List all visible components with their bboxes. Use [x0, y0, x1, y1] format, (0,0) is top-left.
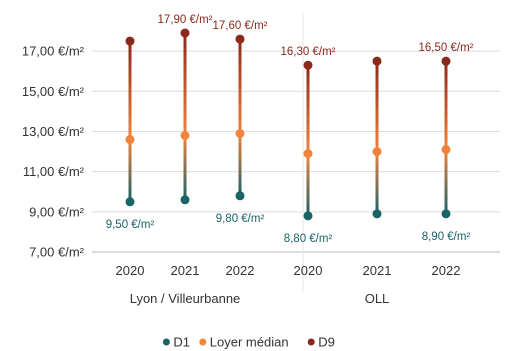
y-tick-label: 9,00 €/m² [29, 204, 85, 219]
group-label: OLL [365, 291, 390, 306]
d9-point [372, 56, 382, 66]
d1-point [303, 211, 313, 221]
range-lines [128, 33, 448, 216]
d1-point [125, 197, 135, 207]
x-tick-label: 2020 [116, 263, 145, 278]
d9-data-label: 16,50 €/m² [419, 42, 474, 54]
d1-data-label: 8,90 €/m² [422, 231, 471, 243]
d9-point [441, 56, 451, 66]
legend-label-median: Loyer médian [210, 335, 289, 350]
y-tick-label: 7,00 €/m² [29, 245, 85, 260]
y-axis-ticks: 7,00 €/m² 9,00 €/m² 11,00 €/m² 13,00 €/m² 15… [22, 44, 85, 260]
d1-data-label: 8,80 €/m² [284, 233, 333, 245]
d1-point [372, 209, 382, 219]
x-tick-label: 2022 [226, 263, 255, 278]
median-point [441, 145, 451, 155]
d9-data-label: 17,90 €/m² [158, 14, 213, 26]
data-points [125, 28, 451, 221]
x-axis: 2020 2021 2022 Lyon / Villeurbanne 2020 2021 2… [116, 263, 461, 306]
legend: D1 Loyer médian D9 [162, 335, 335, 350]
median-point [235, 128, 245, 138]
median-point [180, 130, 190, 140]
y-tick-label: 13,00 €/m² [22, 124, 85, 139]
d9-data-label: 16,30 €/m² [281, 46, 336, 58]
d9-point [235, 34, 245, 44]
grid-lines [92, 13, 500, 292]
x-tick-label: 2021 [363, 263, 392, 278]
median-point [303, 149, 313, 159]
group-label: Lyon / Villeurbanne [130, 291, 241, 306]
d1-data-label: 9,80 €/m² [216, 213, 265, 225]
d1-point [180, 195, 190, 205]
d9-point [180, 28, 190, 38]
x-tick-label: 2022 [432, 263, 461, 278]
d1-data-label: 9,50 €/m² [106, 219, 155, 231]
x-tick-label: 2020 [294, 263, 323, 278]
x-tick-label: 2021 [171, 263, 200, 278]
median-point [372, 147, 382, 157]
d9-data-label: 17,60 €/m² [213, 20, 268, 32]
legend-label-d9: D9 [318, 335, 335, 350]
y-tick-label: 17,00 €/m² [22, 44, 85, 59]
y-tick-label: 15,00 €/m² [22, 84, 85, 99]
d9-point [125, 36, 135, 46]
d1-point [235, 191, 245, 201]
d1-point [441, 209, 451, 219]
legend-label-d1: D1 [173, 335, 190, 350]
d9-point [303, 60, 313, 70]
median-point [125, 135, 135, 145]
legend-marker-d1 [162, 338, 170, 346]
legend-marker-median [199, 338, 207, 346]
y-tick-label: 11,00 €/m² [23, 164, 85, 179]
legend-marker-d9 [307, 338, 315, 346]
